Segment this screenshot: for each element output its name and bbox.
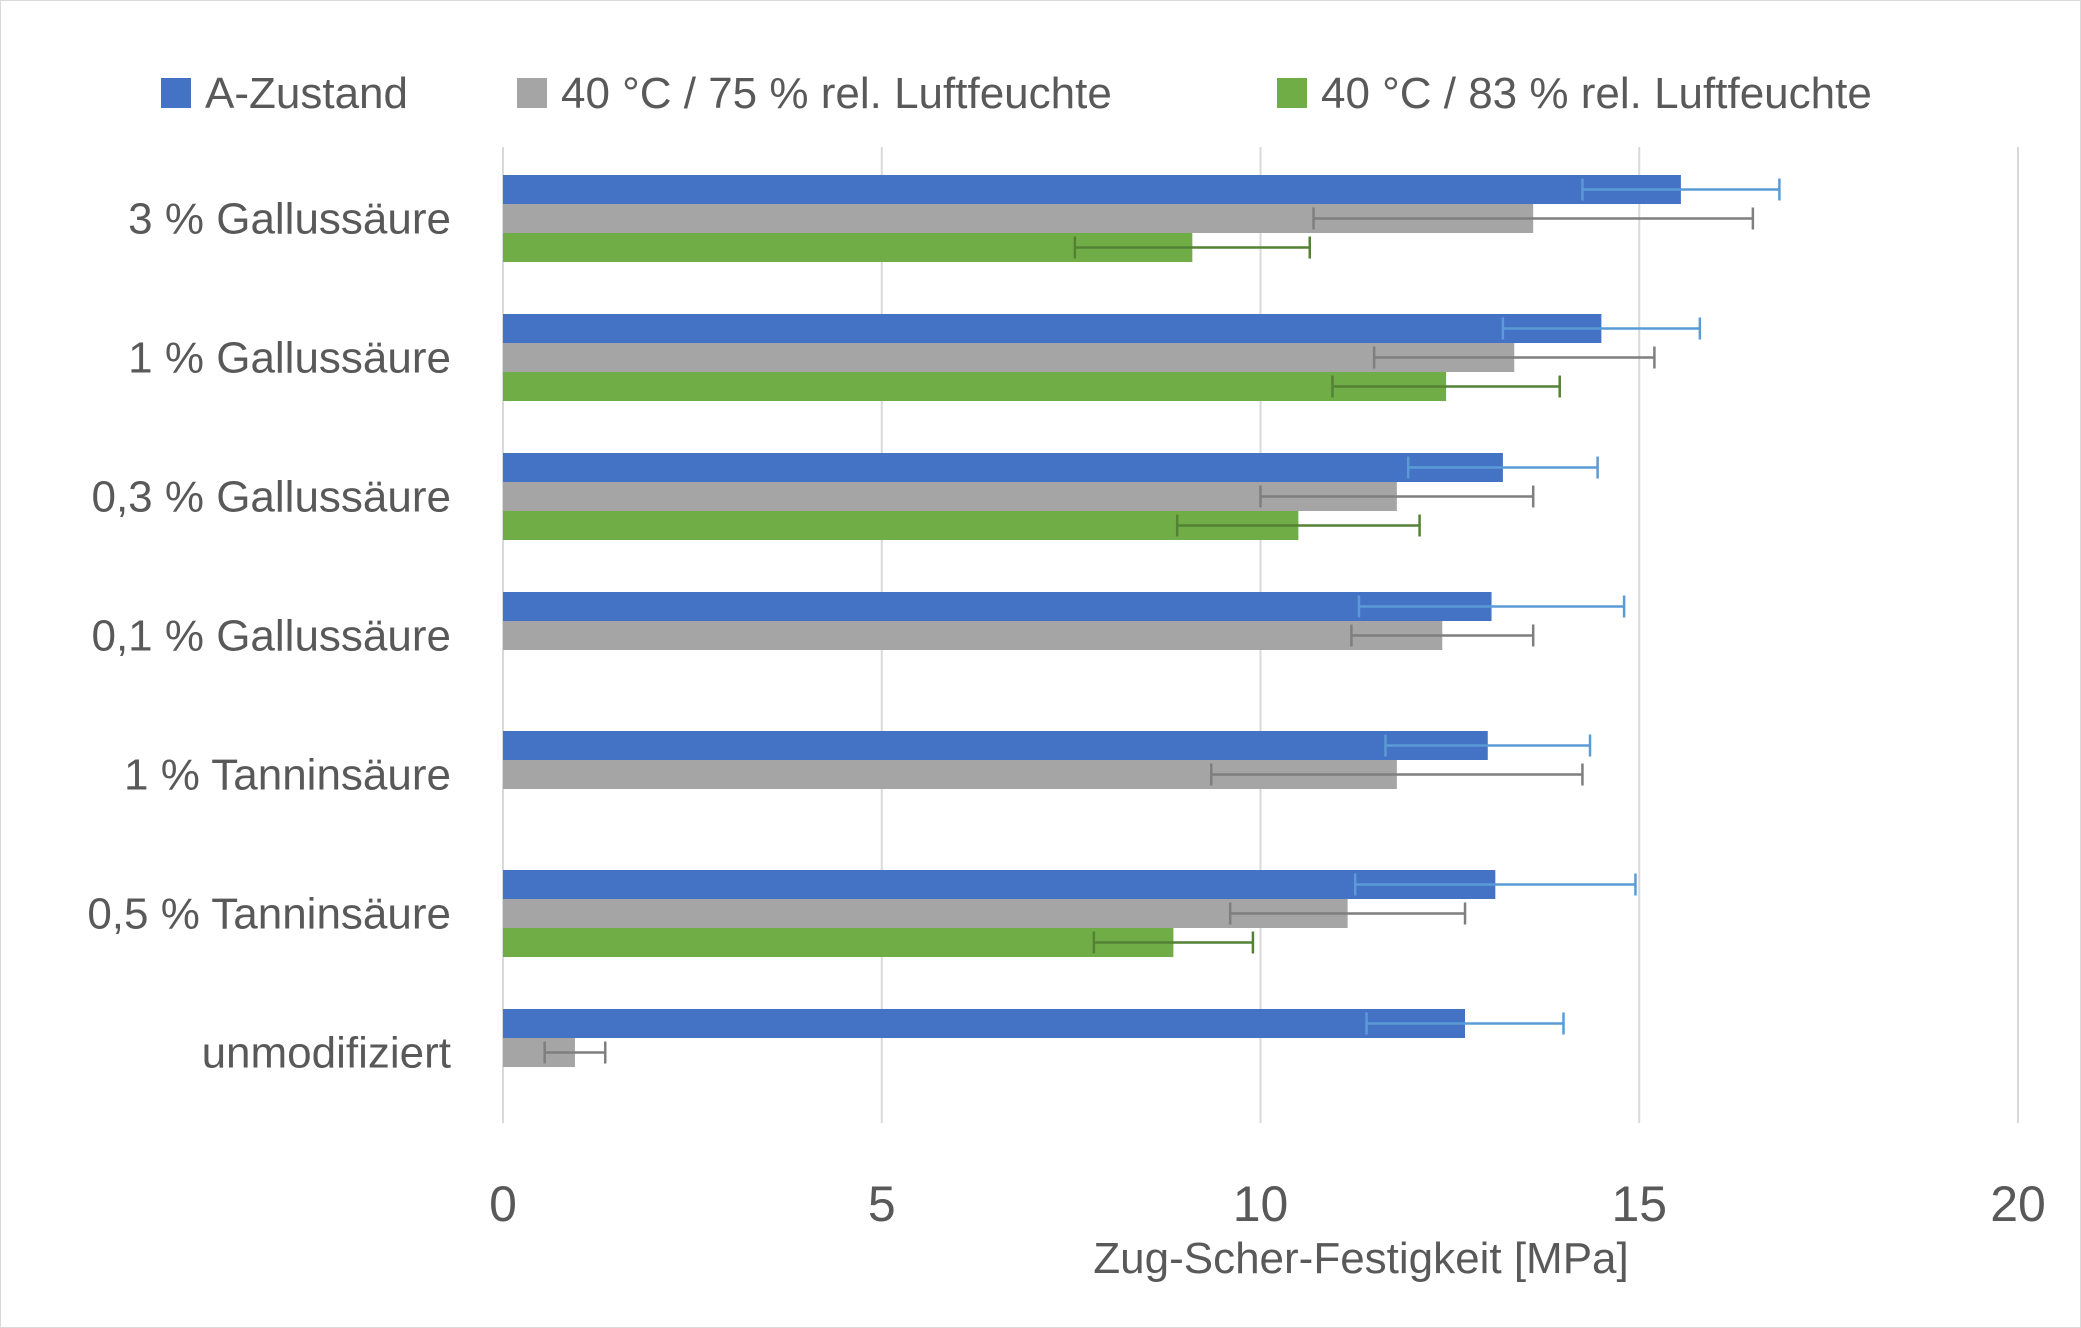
error-bar	[1353, 873, 1637, 896]
error-bar	[1259, 485, 1535, 508]
error-bar	[1365, 1012, 1565, 1035]
x-tick-label: 5	[868, 1176, 896, 1232]
error-bar	[1501, 317, 1702, 340]
x-axis-title: Zug-Scher-Festigkeit [MPa]	[1093, 1234, 1629, 1283]
error-bar	[1384, 734, 1592, 757]
x-tick-label: 15	[1611, 1176, 1667, 1232]
error-bar	[1092, 931, 1255, 954]
bar	[503, 870, 1496, 899]
bar	[503, 928, 1174, 957]
legend-swatch	[1277, 78, 1307, 108]
error-bar	[1312, 207, 1755, 230]
bar	[503, 731, 1488, 760]
x-tick-label: 20	[1990, 1176, 2046, 1232]
error-bar	[1331, 375, 1561, 398]
error-bar	[1350, 624, 1535, 647]
category-label: 0,1 % Gallussäure	[91, 612, 451, 661]
bar	[503, 899, 1348, 928]
legend-swatch	[161, 78, 191, 108]
legend-swatch	[517, 78, 547, 108]
bar	[503, 314, 1602, 343]
category-label: 1 % Gallussäure	[128, 334, 451, 383]
category-labels: 3 % Gallussäure 1 % Gallussäure 0,3 % Gall…	[87, 195, 451, 1078]
bar	[503, 453, 1503, 482]
bar	[503, 1009, 1466, 1038]
error-bar	[543, 1041, 607, 1064]
x-tick-label: 10	[1233, 1176, 1289, 1232]
bars	[503, 175, 1681, 1067]
error-bar	[1372, 346, 1656, 369]
category-label: 3 % Gallussäure	[128, 195, 451, 244]
bar	[503, 511, 1299, 540]
x-tick-labels: 0 5 10 15 20	[489, 1176, 2046, 1232]
bar	[503, 621, 1443, 650]
category-label: 0,5 % Tanninsäure	[87, 890, 451, 939]
category-label: unmodifiziert	[202, 1029, 451, 1078]
error-bar	[1357, 595, 1626, 618]
error-bars	[543, 178, 1781, 1064]
error-bar	[1073, 236, 1311, 259]
error-bar	[1406, 456, 1599, 479]
x-tick-label: 0	[489, 1176, 517, 1232]
category-label: 0,3 % Gallussäure	[91, 473, 451, 522]
bar	[503, 482, 1397, 511]
bar	[503, 175, 1681, 204]
error-bar	[1175, 514, 1421, 537]
legend: A-Zustand 40 °C / 75 % rel. Luftfeuchte 40…	[161, 69, 1872, 118]
legend-label: 40 °C / 75 % rel. Luftfeuchte	[561, 69, 1112, 118]
error-bar	[1581, 178, 1781, 201]
bar	[503, 592, 1492, 621]
error-bar	[1228, 902, 1467, 925]
legend-label: A-Zustand	[205, 69, 408, 118]
category-label: 1 % Tanninsäure	[124, 751, 451, 800]
bar	[503, 372, 1447, 401]
bar	[503, 343, 1515, 372]
error-bar	[1210, 763, 1584, 786]
legend-label: 40 °C / 83 % rel. Luftfeuchte	[1321, 69, 1872, 118]
